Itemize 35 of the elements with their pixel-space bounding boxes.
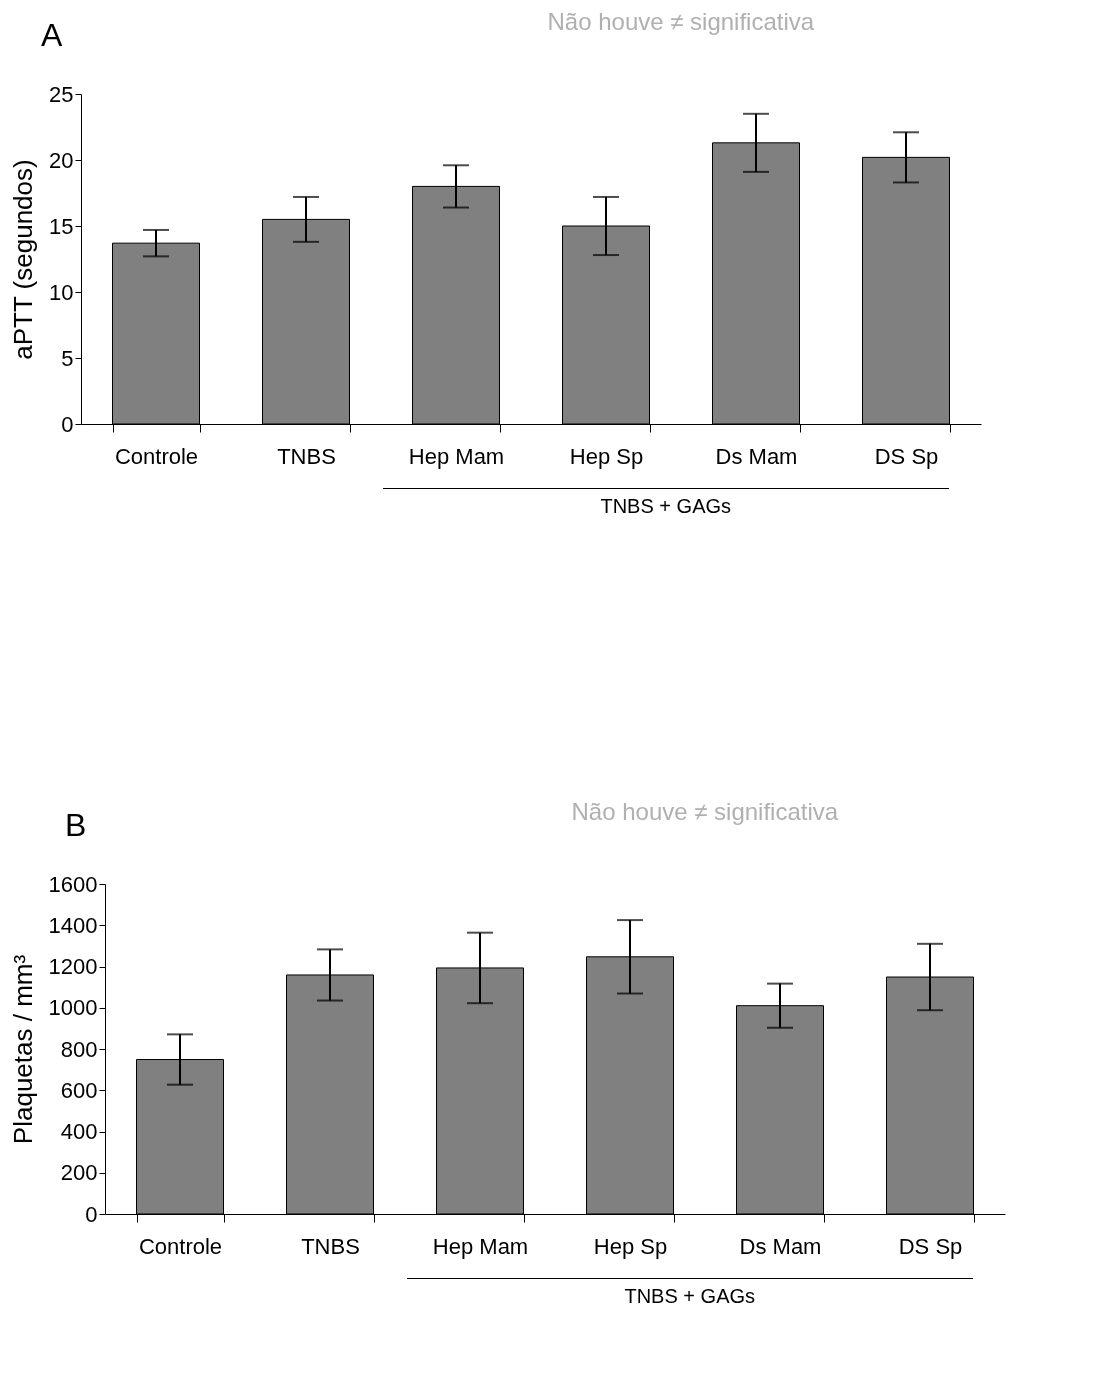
text: TNBS + GAGs (382, 488, 949, 518)
x-tick-label: Ds Mam (715, 443, 798, 469)
x-tick-label: TNBS (301, 1233, 360, 1259)
chart-title: A (41, 17, 63, 53)
y-tick-label: 5 (61, 345, 74, 371)
y-tick-label: 600 (60, 1077, 98, 1103)
x-tick-label: Hep Sp (569, 443, 644, 469)
x-tick-label: TNBS (277, 443, 336, 469)
x-tick-label: DS Sp (874, 443, 939, 469)
y-tick-label: 15 (49, 213, 74, 239)
x-tick-label: Controle (114, 443, 199, 469)
y-axis-title: Plaquetas / mm³ (7, 954, 38, 1145)
text: Não houve ≠ significativa (571, 798, 839, 826)
y-axis-title: aPTT (segundos) (8, 159, 39, 360)
y-tick-label: 1000 (48, 995, 98, 1021)
x-tick-label: Hep Mam (408, 443, 505, 469)
y-tick-label: 1200 (48, 954, 98, 979)
y-tick-label: 1600 (48, 871, 98, 897)
y-tick-label: 1400 (48, 912, 98, 938)
y-tick-label: 200 (60, 1160, 98, 1186)
y-tick-label: 0 (61, 411, 74, 437)
text: TNBS + GAGs (406, 1278, 973, 1308)
x-tick-label: DS Sp (898, 1233, 963, 1259)
text: Não houve ≠ significativa (547, 8, 815, 36)
chart-title: B (65, 807, 87, 843)
y-tick-label: 400 (60, 1119, 98, 1144)
x-tick-label: Hep Sp (593, 1233, 668, 1259)
y-tick-label: 10 (49, 279, 74, 305)
y-tick-label: 800 (60, 1036, 98, 1062)
x-tick-label: Controle (138, 1233, 223, 1259)
x-tick-label: Ds Mam (739, 1233, 822, 1259)
y-tick-label: 0 (85, 1201, 98, 1227)
x-tick-label: Hep Mam (432, 1233, 529, 1259)
y-tick-label: 25 (49, 81, 74, 107)
y-tick-label: 20 (49, 147, 74, 173)
